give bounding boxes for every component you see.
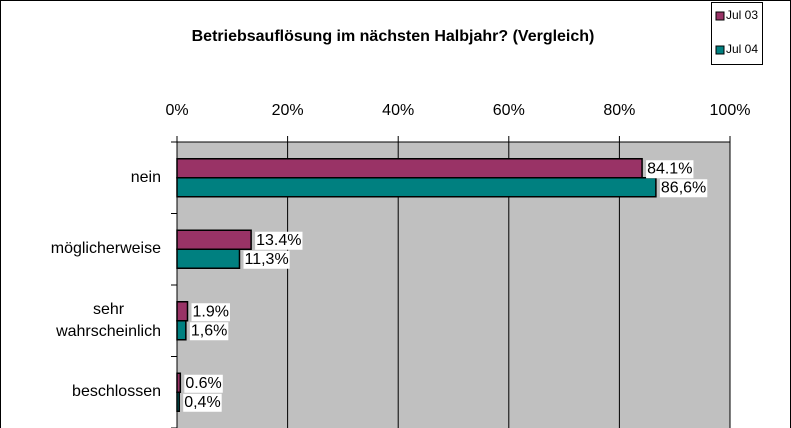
value-label-bg <box>189 322 229 341</box>
x-tick-label: 80% <box>603 102 635 119</box>
bar <box>176 320 187 341</box>
legend-swatch <box>715 45 725 55</box>
value-label-bg <box>184 374 223 393</box>
value-label-bg <box>255 231 303 250</box>
legend-label: Jul 04 <box>726 42 758 56</box>
x-tick-label: 100% <box>710 102 751 119</box>
value-label-bg <box>659 179 708 198</box>
value-label-bg <box>646 160 694 179</box>
y-tick-label: sehr wahrscheinlich <box>56 300 161 340</box>
bar <box>176 229 252 250</box>
value-label: 0,4% <box>184 394 220 411</box>
value-label: 1.9% <box>193 303 229 320</box>
x-tick-label: 40% <box>382 102 414 119</box>
legend-label: Jul 03 <box>726 8 758 22</box>
x-tick-label: 0% <box>165 102 188 119</box>
bar <box>176 372 182 393</box>
value-label-bg <box>243 250 290 269</box>
value-label-bg <box>183 393 222 412</box>
bar <box>176 177 657 198</box>
chart-title: Betriebsauflösung im nächsten Halbjahr? … <box>192 28 595 45</box>
bar <box>176 391 180 412</box>
value-label-bg <box>191 303 230 322</box>
y-tick-label: möglicherweise <box>50 240 161 258</box>
legend-swatch <box>715 11 725 21</box>
value-label: 1,6% <box>191 322 227 339</box>
x-tick-label: 20% <box>272 102 304 119</box>
bar <box>176 158 643 179</box>
y-tick-label: beschlossen <box>72 383 161 401</box>
bar <box>176 248 241 269</box>
y-tick-label: nein <box>130 168 161 186</box>
bar <box>176 301 189 322</box>
value-label: 0.6% <box>185 375 221 392</box>
value-label: 11,3% <box>244 251 288 268</box>
value-label: 84.1% <box>647 160 692 177</box>
value-label: 86,6% <box>661 179 706 196</box>
value-label: 13.4% <box>256 232 301 249</box>
x-tick-label: 60% <box>493 102 525 119</box>
